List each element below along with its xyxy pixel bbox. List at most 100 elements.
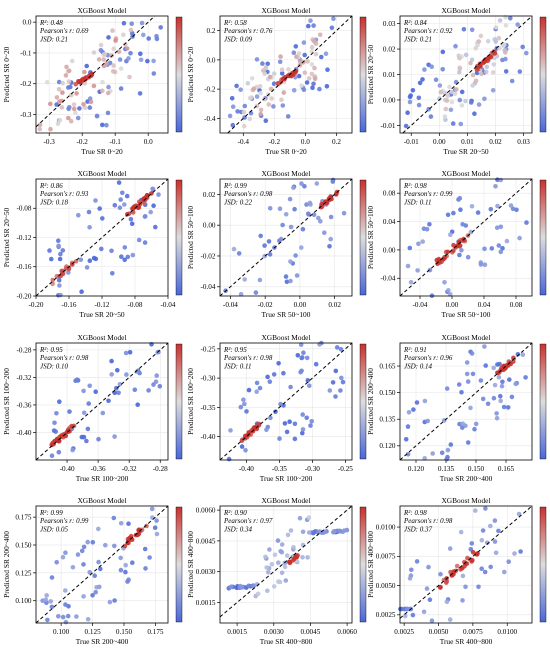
data-point [500, 379, 505, 385]
data-point [445, 93, 451, 98]
data-point [45, 79, 50, 85]
data-point [69, 58, 75, 64]
data-point [285, 114, 291, 119]
data-point [416, 95, 422, 101]
data-point [470, 550, 476, 555]
data-point [409, 567, 414, 573]
y-tick-label: 0.100 [15, 597, 32, 605]
data-point [251, 86, 257, 91]
y-tick-label: -0.2 [20, 80, 32, 88]
data-point [465, 555, 470, 561]
data-point [327, 244, 332, 249]
identity-line [399, 178, 533, 297]
scatter-panel-5: -0.04 -0.02 0.00 0.02 -0.04 -0.02 0.00 0.02 R²: … [186, 169, 367, 319]
data-point [97, 206, 102, 211]
data-point [330, 380, 336, 385]
data-point [463, 98, 468, 104]
data-point [152, 525, 158, 530]
data-point [477, 64, 483, 69]
data-point [407, 576, 413, 581]
data-point [144, 523, 149, 529]
data-point [417, 80, 423, 86]
data-point [475, 210, 481, 215]
identity-line [35, 505, 169, 624]
data-point [317, 32, 323, 38]
x-tick-label: 0.01 [461, 138, 474, 146]
data-point [453, 43, 458, 49]
data-point [469, 27, 475, 33]
data-point [281, 90, 287, 95]
data-point [334, 345, 340, 350]
data-point [242, 277, 247, 282]
data-point [87, 383, 92, 389]
y-tick-label: -0.30 [201, 375, 216, 383]
x-tick-label: 0.0015 [227, 628, 247, 636]
data-point [118, 197, 123, 202]
data-point [470, 72, 476, 78]
scatter-panel-9: 0.120 0.135 0.150 0.165 0.120 0.135 0.150 0.165… [366, 333, 547, 483]
data-point [463, 584, 468, 590]
data-point [478, 378, 484, 383]
data-point [56, 243, 61, 249]
plot-area [36, 16, 168, 133]
data-point [146, 388, 151, 393]
data-point [79, 548, 85, 554]
x-tick-label: 0.150 [116, 628, 133, 636]
x-tick-label: -0.01 [404, 138, 419, 146]
y-tick-label: 0.2 [207, 27, 216, 35]
metric-annotation: Pearson's r: 0.99 [403, 190, 453, 198]
y-tick-label: 0.0050 [376, 582, 396, 590]
data-point [227, 113, 233, 119]
data-point [449, 99, 455, 105]
data-point [302, 70, 308, 75]
data-point [496, 528, 501, 534]
data-point [445, 249, 451, 255]
data-point [96, 559, 101, 565]
y-axis-label: Predicted SR 0~20 [186, 46, 195, 102]
metric-annotation: Pearson's r: 0.92 [403, 27, 453, 35]
y-tick-label: -0.04 [381, 275, 396, 283]
x-axis-label: True SR 200~400 [440, 474, 493, 483]
data-point [241, 397, 246, 403]
data-point [247, 95, 253, 101]
data-point [269, 561, 275, 567]
x-tick-label: 0.165 [498, 465, 515, 473]
scatter-panel-10: 0.100 0.125 0.150 0.175 0.100 0.125 0.150 0.175… [2, 496, 183, 646]
y-tick-label: 0.0030 [196, 568, 216, 576]
data-point [427, 597, 433, 602]
data-point [331, 16, 336, 22]
scatter-points [403, 14, 529, 129]
data-point [142, 240, 148, 245]
scatter-points [405, 177, 529, 299]
data-point [282, 564, 288, 570]
metric-annotation: Pearson's r: 0.98 [223, 190, 273, 198]
data-point [66, 85, 71, 90]
data-point [460, 421, 466, 427]
data-point [494, 415, 500, 421]
data-point [118, 555, 123, 561]
data-point [505, 405, 511, 410]
scatter-points [227, 16, 336, 129]
data-point [249, 76, 255, 81]
data-point [454, 563, 460, 569]
data-point [503, 56, 508, 62]
data-point [74, 377, 80, 383]
data-point [338, 347, 344, 352]
x-axis-label: True SR 50~100 [262, 310, 311, 319]
data-point [473, 78, 479, 84]
x-axis-label: True SR 400~800 [260, 637, 313, 646]
data-point [498, 177, 504, 183]
data-point [445, 212, 451, 218]
data-point [291, 185, 296, 190]
data-point [481, 59, 487, 64]
data-point [104, 122, 109, 128]
data-point [497, 18, 503, 23]
identity-line [227, 15, 353, 134]
data-point [94, 585, 99, 590]
data-point [301, 87, 307, 92]
scatter-points [403, 344, 528, 462]
data-point [438, 89, 444, 95]
data-point [91, 255, 97, 261]
y-tick-label: 0.120 [379, 442, 396, 450]
colorbar [175, 16, 183, 133]
